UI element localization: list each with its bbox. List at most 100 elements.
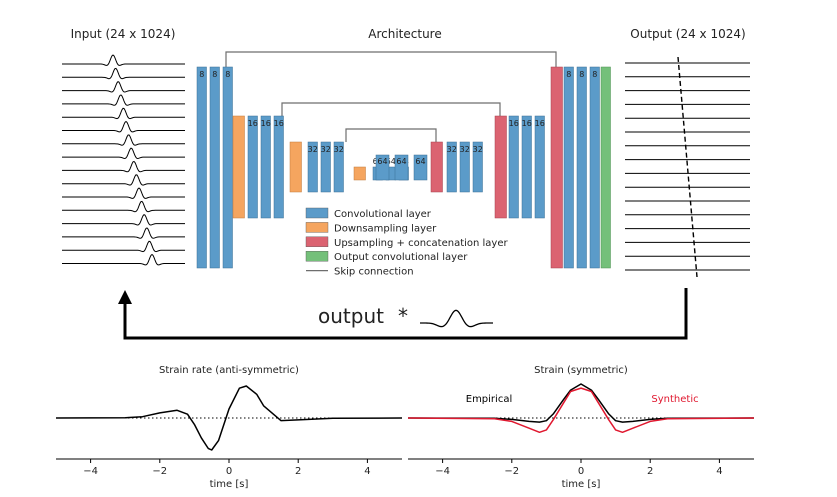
input-trace — [62, 200, 185, 213]
channel-count-label: 32 — [473, 145, 483, 154]
channel-count-label: 8 — [592, 70, 597, 79]
legend-label: Skip connection — [334, 267, 414, 278]
series-name-label: Empirical — [466, 394, 512, 405]
legend-label: Downsampling layer — [334, 223, 437, 234]
x-tick-label: 2 — [295, 466, 301, 477]
strain-rate-chart: Strain rate (anti-symmetric) −4 −2 0 2 4 time … — [55, 365, 403, 490]
channel-count-label: 32 — [334, 145, 344, 154]
feedback-arrowhead-icon — [118, 290, 132, 304]
input-trace — [62, 160, 185, 173]
conv-layer-block — [459, 141, 470, 193]
conv-layer-block — [247, 115, 258, 219]
x-tick-label: 0 — [578, 466, 584, 477]
upsampling-layer-block — [430, 141, 443, 193]
wavelet-icon — [420, 309, 493, 328]
channel-count-label: 32 — [321, 145, 331, 154]
series-name-label: Synthetic — [651, 394, 698, 405]
channel-count-label: 32 — [447, 145, 457, 154]
input-title: Input (24 x 1024) — [71, 27, 176, 41]
conv-layer-block — [589, 66, 600, 269]
channel-count-label: 64 — [415, 157, 425, 166]
unet-layers: 8881616163232326464646464643232321616168… — [196, 66, 611, 269]
downsampling-layer-block — [289, 141, 302, 193]
feedback-output-label: output — [318, 304, 384, 328]
conv-layer-block — [563, 66, 574, 269]
arrival-pick-line — [677, 56, 698, 278]
upsampling-layer-block — [550, 66, 563, 269]
conv-layer-block — [209, 66, 220, 269]
conv-layer-block — [446, 141, 457, 193]
legend-swatch — [305, 222, 329, 233]
x-tick-label: 2 — [647, 466, 653, 477]
conv-layer-block — [521, 115, 532, 219]
x-tick-label: −4 — [83, 466, 98, 477]
conv-layer-block — [413, 154, 428, 181]
skip-connection-line — [345, 128, 437, 142]
channel-count-label: 16 — [535, 119, 545, 128]
conv-layer-block — [508, 115, 519, 219]
conv-layer-block — [196, 66, 207, 269]
input-trace — [62, 227, 185, 239]
input-trace — [62, 147, 185, 159]
conv-layer-block — [472, 141, 483, 193]
input-trace — [62, 134, 185, 146]
channel-count-label: 32 — [460, 145, 470, 154]
legend-label: Output convolutional layer — [334, 252, 468, 263]
input-trace — [62, 174, 185, 186]
output-layer-block — [600, 66, 611, 269]
x-axis-label: time [s] — [210, 479, 249, 490]
skip-connection-line — [281, 102, 501, 116]
legend-label: Convolutional layer — [334, 209, 432, 220]
downsampling-layer-block — [353, 166, 366, 181]
x-tick-label: −2 — [504, 466, 519, 477]
input-trace — [62, 107, 185, 120]
channel-count-label: 16 — [509, 119, 519, 128]
x-tick-label: −2 — [152, 466, 167, 477]
series-line — [407, 387, 755, 434]
channel-count-label: 8 — [199, 70, 204, 79]
channel-count-label: 64 — [396, 157, 406, 166]
feedback-arrow — [123, 288, 688, 340]
channel-count-label: 8 — [225, 70, 230, 79]
channel-count-label: 64 — [377, 157, 387, 166]
conv-layer-block — [273, 115, 284, 219]
channel-count-label: 16 — [522, 119, 532, 128]
input-trace — [62, 240, 185, 253]
channel-count-label: 16 — [248, 119, 258, 128]
chart-title: Strain (symmetric) — [534, 365, 628, 376]
conv-layer-block — [333, 141, 344, 193]
x-tick-label: 4 — [364, 466, 370, 477]
input-wave-traces — [62, 54, 185, 266]
strain-chart: Strain (symmetric) −4 −2 0 2 4 time [s] Empiric… — [407, 365, 755, 490]
input-trace — [62, 120, 185, 133]
input-trace — [62, 187, 185, 199]
layer-legend: Convolutional layer Downsampling layer Ups… — [305, 207, 509, 278]
channel-count-label: 8 — [566, 70, 571, 79]
architecture-title: Architecture — [368, 27, 441, 41]
x-tick-label: −4 — [435, 466, 450, 477]
downsampling-layer-block — [232, 115, 245, 219]
input-trace — [62, 253, 185, 266]
conv-layer-block — [320, 141, 331, 193]
conv-layer-block — [222, 66, 233, 269]
channel-count-label: 8 — [579, 70, 584, 79]
output-traces — [625, 56, 750, 278]
series-line — [55, 385, 403, 451]
conv-layer-block — [534, 115, 545, 219]
input-trace — [62, 81, 185, 93]
legend-swatch — [305, 236, 329, 248]
upsampling-layer-block — [494, 115, 507, 219]
conv-layer-block — [260, 115, 271, 219]
chart-title: Strain rate (anti-symmetric) — [159, 365, 299, 376]
x-tick-label: 4 — [716, 466, 722, 477]
channel-count-label: 64 — [386, 157, 396, 166]
skip-connection-line — [225, 51, 557, 67]
skip-connections — [225, 51, 557, 142]
conv-layer-block — [375, 154, 390, 181]
legend-label: Upsampling + concatenation layer — [334, 238, 509, 249]
input-trace — [62, 67, 185, 80]
channel-count-label: 16 — [261, 119, 271, 128]
conv-layer-block — [307, 141, 318, 193]
input-trace — [62, 94, 185, 106]
